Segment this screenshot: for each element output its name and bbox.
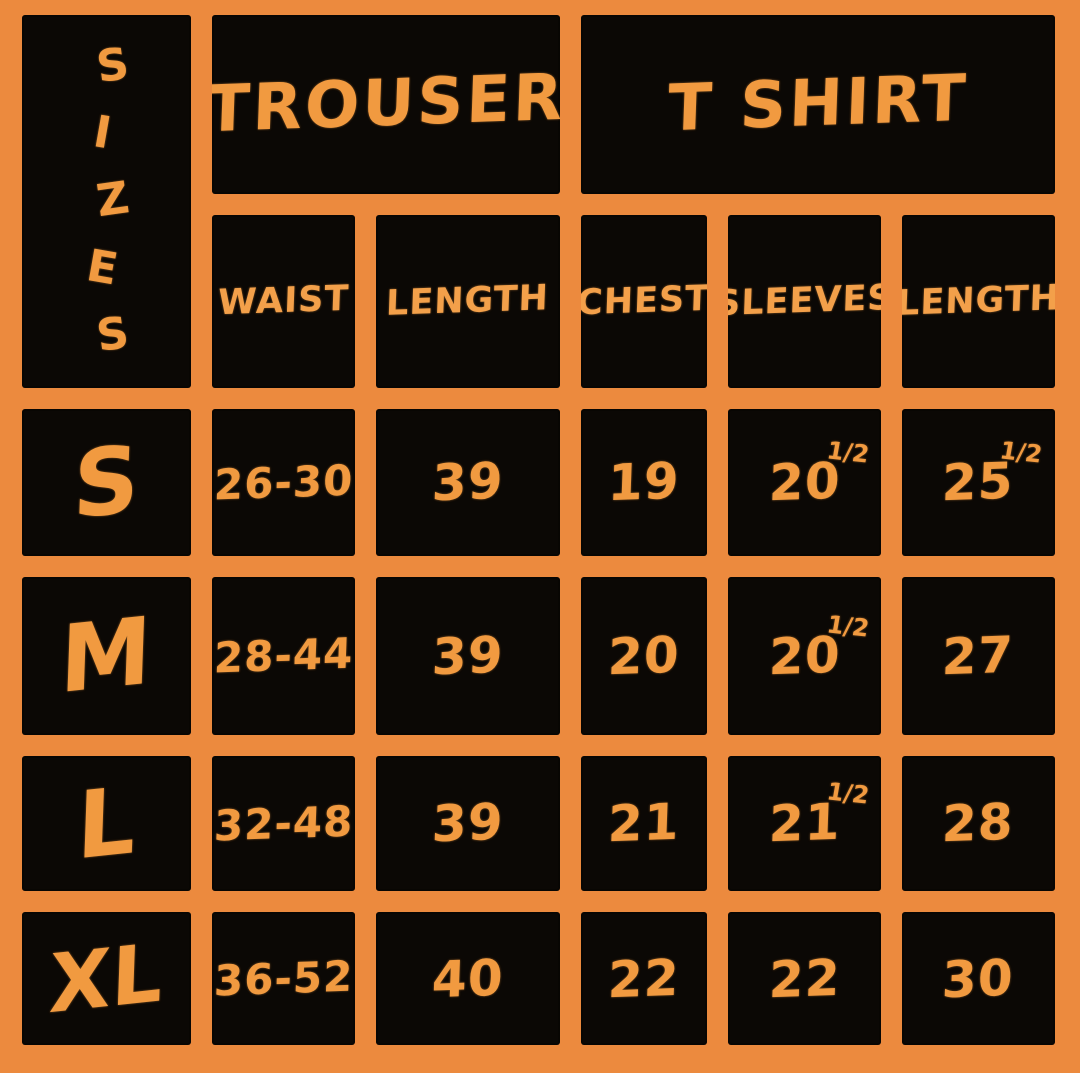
size-label: L (74, 766, 139, 881)
column-header-label: LENGTH (901, 278, 1055, 325)
row-label-xl: XL (22, 912, 191, 1045)
column-header-label: LENGTH (385, 278, 550, 325)
size-label: M (58, 596, 155, 715)
sizes-letter: S (93, 37, 132, 93)
column-header-tshirt-length: LENGTH (901, 214, 1055, 388)
column-header-label: CHEST (580, 279, 708, 324)
sizes-corner-cell: S I Z E S (22, 15, 191, 388)
column-header-trouser-length: LENGTH (376, 214, 560, 388)
table-cell-l-chest: 21 (580, 755, 708, 892)
table-cell-s-trouser-length: 39 (376, 408, 560, 556)
row-label-s: S (22, 408, 191, 556)
row-label-m: M (22, 576, 191, 735)
tshirt-group-header: T SHIRT (580, 15, 1055, 194)
table-cell-m-trouser-length: 39 (376, 576, 560, 735)
table-cell-xl-trouser-length: 40 (376, 912, 560, 1045)
size-label: XL (47, 925, 166, 1032)
table-cell-l-waist: 32-48 (212, 755, 356, 892)
trouser-group-header: TROUSER (212, 15, 560, 194)
column-header-label: WAIST (217, 279, 350, 324)
table-cell-m-waist: 28-44 (212, 576, 356, 735)
table-cell-xl-chest: 22 (580, 912, 708, 1045)
table-cell-xl-waist: 36-52 (212, 912, 356, 1045)
table-cell-l-tshirt-length: 28 (901, 755, 1055, 892)
sizes-letter: Z (93, 172, 132, 228)
table-cell-xl-sleeves: 22 (728, 912, 881, 1045)
sizes-letter: E (83, 239, 122, 296)
sizes-letter: I (90, 106, 116, 160)
column-header-waist: WAIST (212, 214, 356, 388)
column-header-label: SLEEVES (728, 278, 881, 325)
table-cell-xl-tshirt-length: 30 (901, 912, 1055, 1045)
table-cell-l-trouser-length: 39 (376, 755, 560, 892)
table-cell-s-tshirt-length: 25 1/2 (901, 408, 1055, 556)
sizes-letter: S (93, 307, 132, 363)
size-label: S (71, 424, 142, 540)
table-cell-l-sleeves: 21 1/2 (728, 755, 881, 892)
column-header-chest: CHEST (580, 214, 708, 388)
table-cell-s-chest: 19 (580, 408, 708, 556)
table-cell-m-chest: 20 (580, 576, 708, 735)
tshirt-group-label: T SHIRT (666, 62, 970, 147)
table-cell-m-sleeves: 20 1/2 (728, 576, 881, 735)
trouser-group-label: TROUSER (212, 61, 560, 148)
table-cell-s-sleeves: 20 1/2 (728, 408, 881, 556)
table-cell-m-tshirt-length: 27 (901, 576, 1055, 735)
column-header-sleeves: SLEEVES (728, 214, 881, 388)
row-label-l: L (22, 755, 191, 892)
table-cell-s-waist: 26-30 (212, 408, 356, 556)
